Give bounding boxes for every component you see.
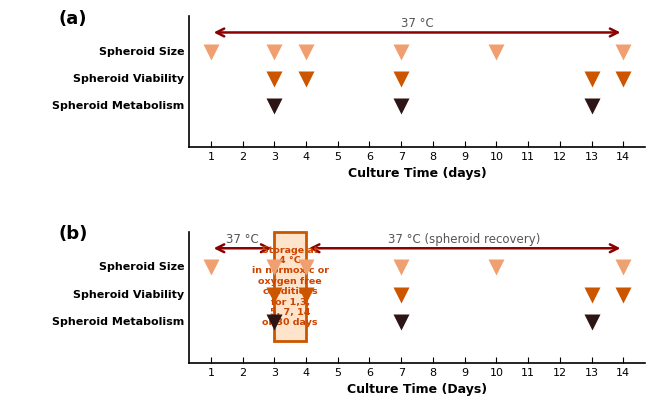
X-axis label: Culture Time (Days): Culture Time (Days) — [347, 383, 487, 396]
Text: 37 °C: 37 °C — [401, 17, 434, 30]
Text: Spheroid Metabolism: Spheroid Metabolism — [52, 317, 184, 327]
Text: Storage at
4 °C
in normoxic or
oxygen free
conditions
for 1,3,
5, 7, 14
or 30 da: Storage at 4 °C in normoxic or oxygen fr… — [252, 245, 328, 327]
Text: Spheroid Size: Spheroid Size — [99, 262, 184, 272]
Text: (a): (a) — [58, 10, 87, 27]
Text: 37 °C (spheroid recovery): 37 °C (spheroid recovery) — [389, 233, 541, 246]
Text: Spheroid Metabolism: Spheroid Metabolism — [52, 101, 184, 111]
X-axis label: Culture Time (days): Culture Time (days) — [348, 167, 487, 180]
Text: Spheroid Size: Spheroid Size — [99, 46, 184, 56]
Text: Spheroid Viability: Spheroid Viability — [73, 290, 184, 299]
Text: 37 °C: 37 °C — [226, 233, 259, 246]
Text: Spheroid Viability: Spheroid Viability — [73, 74, 184, 84]
Bar — [274, 232, 306, 341]
Text: (b): (b) — [58, 225, 88, 243]
